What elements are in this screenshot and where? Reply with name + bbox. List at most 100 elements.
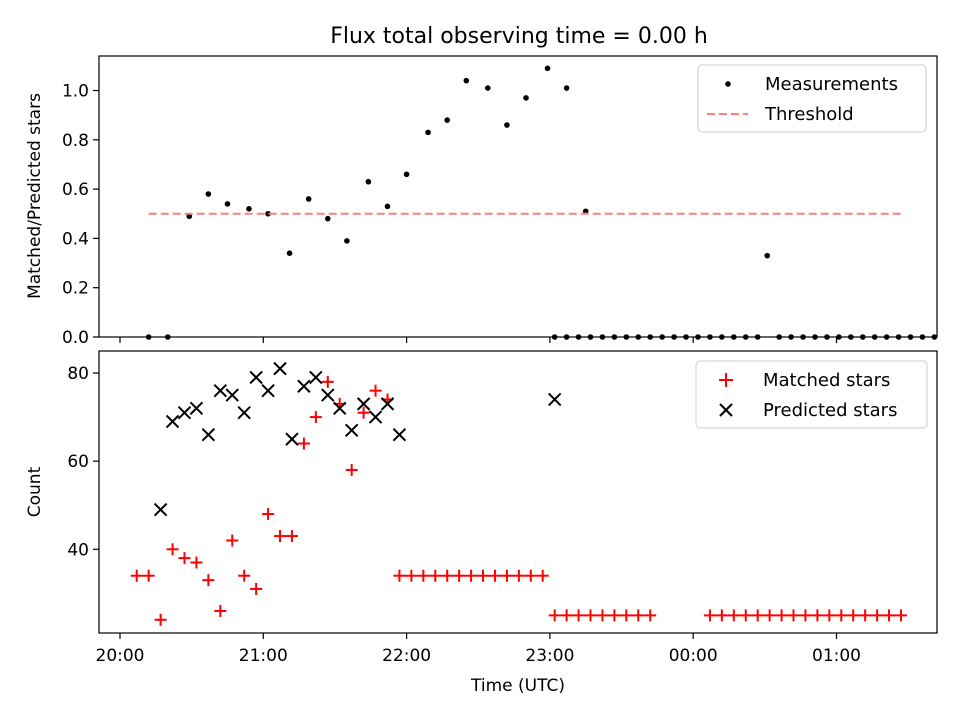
- predicted-star-point: [297, 379, 311, 393]
- matched-star-point: [536, 569, 549, 582]
- predicted-star-point: [392, 428, 407, 442]
- measurement-point: [205, 191, 212, 197]
- measurement-point: [344, 238, 350, 244]
- matched-star-point: [178, 552, 191, 565]
- y-tick-label: 0.6: [62, 180, 89, 200]
- legend-measurements-marker: [725, 81, 731, 87]
- y-tick-label: 80: [67, 364, 89, 384]
- bottom-legend-box: [695, 360, 928, 429]
- measurement-point: [504, 122, 510, 128]
- predicted-star-point: [368, 410, 383, 424]
- legend-matched-marker: [719, 373, 733, 387]
- measurement-point: [224, 201, 231, 207]
- measurement-point: [659, 334, 665, 340]
- matched-star-point: [274, 530, 287, 543]
- x-tick-label: 23:00: [525, 646, 574, 666]
- predicted-star-point: [165, 414, 180, 429]
- predicted-star-point: [321, 388, 335, 402]
- matched-star-point: [357, 406, 370, 419]
- measurement-point: [523, 95, 529, 101]
- x-tick-label: 20:00: [96, 646, 145, 666]
- top-y-axis: 0.0 0.2 0.4 0.6 0.8 1.0: [62, 82, 99, 348]
- matched-star-point: [285, 530, 298, 543]
- figure-title: Flux total observing time = 0.00 h: [330, 24, 708, 49]
- measurement-point: [286, 250, 293, 256]
- measurement-point: [719, 334, 725, 340]
- matched-star-point: [524, 569, 537, 582]
- predicted-star-point: [356, 397, 371, 411]
- measurement-point: [186, 213, 193, 220]
- matched-star-point: [500, 569, 513, 582]
- measurement-point: [611, 334, 618, 340]
- matched-star-point: [775, 609, 788, 622]
- measurement-point: [871, 334, 878, 340]
- measurement-point: [563, 334, 570, 340]
- bottom-plot-marks: [130, 361, 907, 626]
- legend-predicted-label: Predicted stars: [763, 400, 897, 421]
- matched-star-point: [512, 569, 525, 582]
- x-tick-label: 00:00: [669, 646, 718, 666]
- matched-star-point: [632, 609, 645, 622]
- matched-star-point: [871, 609, 884, 622]
- predicted-star-point: [273, 361, 287, 376]
- matched-star-point: [297, 437, 310, 450]
- matched-star-point: [465, 569, 478, 582]
- matched-star-point: [405, 569, 418, 582]
- predicted-star-point: [213, 383, 228, 398]
- measurement-point: [551, 334, 558, 340]
- matched-star-point: [214, 604, 227, 617]
- measurement-point: [859, 334, 866, 340]
- matched-star-point: [560, 609, 573, 622]
- y-tick-label: 0.2: [62, 279, 89, 299]
- measurement-point: [623, 334, 630, 340]
- legend-matched-label: Matched stars: [763, 370, 890, 391]
- measurement-point: [812, 334, 818, 340]
- matched-star-point: [715, 609, 728, 622]
- measurement-point: [265, 210, 271, 217]
- top-y-axis-label: Matched/Predicted stars: [25, 93, 45, 299]
- predicted-star-point: [189, 401, 204, 415]
- measurement-point: [305, 196, 312, 202]
- matched-star-point: [262, 508, 275, 521]
- measurement-point: [647, 334, 654, 340]
- matched-star-point: [238, 569, 251, 582]
- matched-star-point: [739, 609, 752, 622]
- predicted-star-point: [285, 432, 299, 446]
- measurement-point: [883, 334, 890, 340]
- measurement-point: [707, 334, 713, 340]
- matched-star-point: [894, 609, 907, 622]
- matched-star-point: [441, 569, 454, 582]
- y-tick-label: 0.8: [62, 131, 89, 151]
- legend-threshold-label: Threshold: [764, 104, 854, 125]
- measurement-point: [324, 215, 331, 222]
- y-tick-label: 0.0: [62, 328, 89, 348]
- x-axis-label: Time (UTC): [470, 676, 565, 696]
- y-tick-label: 1.0: [62, 82, 89, 102]
- measurement-point: [246, 206, 252, 212]
- predicted-star-point: [153, 502, 168, 517]
- matched-star-point: [393, 569, 406, 582]
- matched-star-point: [477, 569, 490, 582]
- y-tick-label: 40: [67, 540, 89, 560]
- predicted-star-point: [380, 397, 395, 411]
- measurement-point: [836, 334, 842, 340]
- measurement-point: [587, 334, 594, 340]
- matched-star-point: [190, 556, 203, 569]
- top-legend-box: [697, 64, 927, 133]
- matched-star-point: [488, 569, 501, 582]
- predicted-star-point: [201, 428, 216, 442]
- matched-star-point: [548, 609, 561, 622]
- measurement-point: [919, 334, 926, 340]
- predicted-star-point: [344, 423, 359, 438]
- matched-star-point: [130, 569, 143, 582]
- matched-star-point: [453, 569, 466, 582]
- measurement-point: [384, 203, 391, 210]
- matched-star-point: [835, 609, 848, 622]
- measurement-point: [164, 334, 171, 340]
- matched-star-point: [727, 609, 740, 622]
- matched-star-point: [154, 613, 167, 626]
- matched-star-point: [751, 609, 764, 622]
- matched-star-point: [345, 463, 358, 476]
- matched-star-point: [166, 543, 179, 556]
- matched-star-point: [572, 609, 585, 622]
